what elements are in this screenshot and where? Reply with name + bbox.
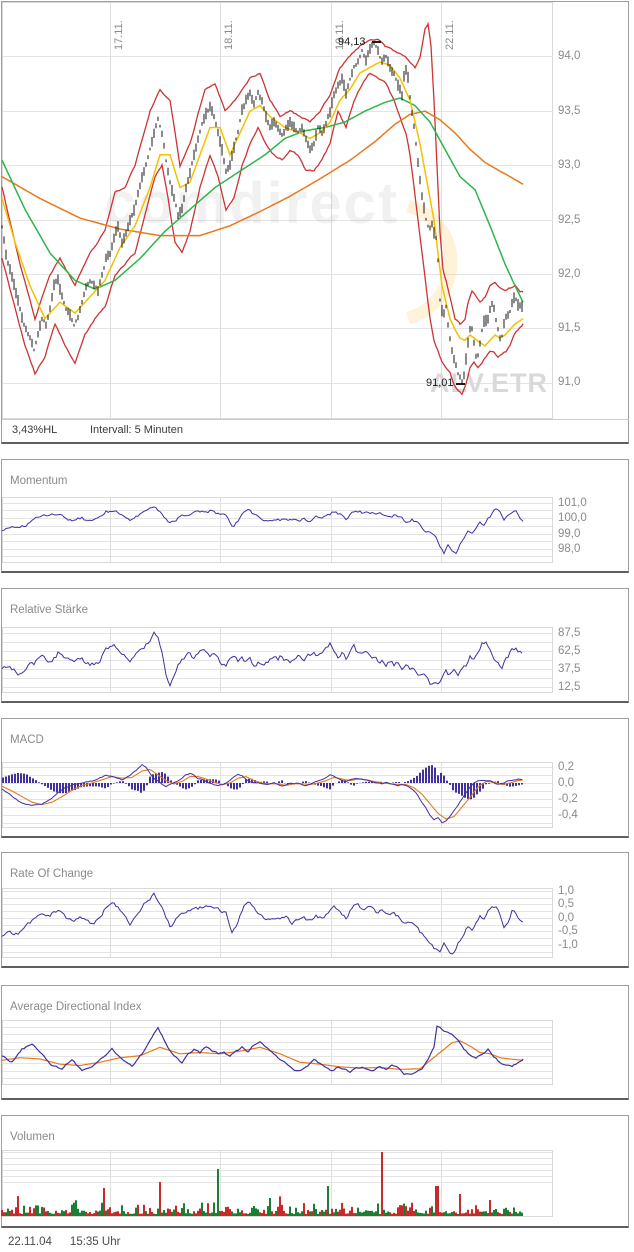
plot-frame [2,497,553,563]
gridline-h [2,1078,553,1079]
gridline-h [2,823,553,824]
panel-title-rsi: Relative Stärke [10,604,88,616]
gridline-h [2,556,553,557]
plot-frame [2,888,553,958]
y-axis-label: 91,0 [558,376,581,388]
low-annotation: 91,01 [426,377,454,389]
y-axis-label: 0,2 [558,761,574,773]
panel-title-volume: Volumen [10,1131,55,1143]
panel-title-macd: MACD [10,734,44,746]
gridline-h [2,687,553,688]
y-axis-label: 37,5 [558,663,581,675]
panel-title-momentum: Momentum [10,475,68,487]
plot-frame [2,627,553,693]
gridline-h [2,503,553,504]
y-axis-label: 87,5 [558,627,581,639]
plot-frame [2,1150,553,1217]
y-axis-label: 0,0 [558,912,574,924]
status-time: 15:35 Uhr [69,1236,121,1248]
y-axis-label: 93,5 [558,105,581,117]
gridline-h [2,891,553,892]
y-axis-label: 100,0 [558,512,587,524]
low-annotation-tick [456,383,465,385]
panel-title-roc: Rate Of Change [10,868,94,880]
status-bar: 22.11.04 15:35 Uhr [8,1236,138,1248]
y-axis-label: -0,5 [558,925,578,937]
x-axis-date-label: 22.11. [444,20,456,50]
y-axis-label: 12,5 [558,681,581,693]
y-axis-label: 1,0 [558,885,574,897]
y-axis-label: 93,0 [558,159,581,171]
y-axis-label: 62,5 [558,645,581,657]
y-axis-label: 0,5 [558,898,574,910]
panel-title-adx: Average Directional Index [10,1001,142,1013]
y-axis-label: 91,5 [558,322,581,334]
plot-frame [2,762,553,828]
y-axis-label: 94,0 [558,50,581,62]
interval-label: Intervall: 5 Minuten [90,424,183,436]
comdirect-watermark: comdirect [104,171,400,236]
y-axis-label: 99,0 [558,528,581,540]
y-axis-label: 92,0 [558,268,581,280]
high-annotation-tick [372,41,381,43]
y-axis-label: 98,0 [558,543,581,555]
y-axis-label: -0,2 [558,793,578,805]
y-axis-label: -1,0 [558,939,578,951]
plot-frame [2,1020,553,1085]
price-footer-separator [2,419,629,420]
y-axis-label: 0,0 [558,777,574,789]
x-axis-date-label: 18.11. [223,20,235,50]
y-axis-label: -0,4 [558,809,578,821]
x-axis-date-label: 17.11. [113,20,125,50]
status-date: 22.11.04 [8,1236,52,1248]
hl-percent-label: 3,43%HL [12,424,58,436]
y-axis-label: 92,5 [558,214,581,226]
y-axis-label: 101,0 [558,497,587,509]
high-annotation: 94,13 [338,36,366,48]
